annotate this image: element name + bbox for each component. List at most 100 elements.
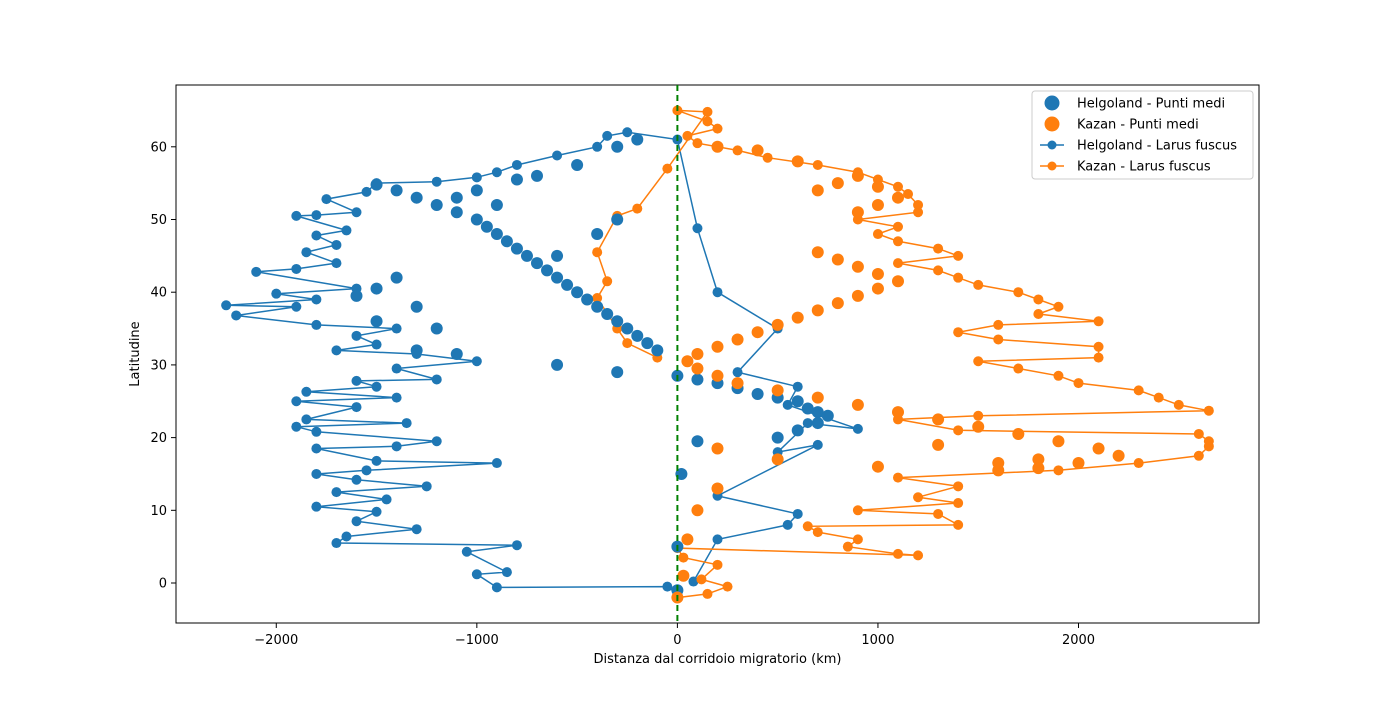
mean-point [500, 235, 513, 248]
track-point [712, 287, 723, 298]
mean-point [871, 268, 884, 281]
mean-point [892, 275, 904, 288]
track-point [712, 534, 723, 545]
mean-point [1012, 427, 1025, 440]
mean-point [531, 257, 543, 270]
mean-point [581, 293, 594, 306]
track-point [431, 176, 442, 187]
track-point [953, 519, 964, 530]
series-1 [592, 105, 1214, 603]
track-point [1193, 450, 1204, 461]
track-point [411, 524, 422, 535]
track-point [893, 548, 903, 559]
track-point [311, 468, 322, 479]
track-point [712, 123, 723, 134]
track-point [1203, 405, 1214, 416]
track-point [696, 574, 707, 585]
mean-point [691, 373, 704, 386]
track-point [622, 338, 633, 349]
series-line [596, 109, 1210, 599]
track-point [1133, 385, 1144, 396]
mean-point [410, 191, 423, 204]
track-point [782, 399, 793, 410]
track-point [351, 330, 362, 341]
mean-point [771, 453, 784, 466]
track-point [371, 339, 382, 350]
mean-point [811, 246, 824, 259]
mean-point [932, 413, 945, 426]
mean-point [450, 191, 463, 204]
track-point [341, 225, 352, 236]
mean-point [831, 177, 844, 190]
track-point [903, 189, 914, 200]
mean-point [691, 504, 704, 517]
track-point [381, 494, 392, 505]
mean-point [430, 322, 443, 335]
track-point [592, 293, 603, 304]
mean-point [871, 282, 884, 295]
x-tick-label: −1000 [455, 633, 499, 648]
y-axis-label: Latitudine [128, 321, 143, 386]
track-point [341, 531, 352, 542]
mean-point [390, 184, 403, 197]
mean-point [571, 286, 584, 299]
x-axis-label: Distanza dal corridoio migratorio (km) [594, 652, 842, 667]
track-point [852, 505, 863, 516]
track-point [953, 498, 964, 509]
track-point [792, 381, 803, 392]
legend-marker [1044, 95, 1060, 111]
mean-point [972, 420, 985, 433]
track-point [331, 345, 342, 356]
track-point [893, 236, 903, 247]
track-point [602, 276, 613, 287]
mean-point [621, 322, 634, 335]
track-point [973, 356, 984, 367]
track-point [311, 230, 322, 241]
mean-point [851, 260, 864, 273]
mean-point [691, 435, 704, 448]
track-point [421, 481, 432, 492]
track-point [1093, 316, 1104, 327]
track-point [953, 250, 964, 261]
mean-point [490, 198, 503, 211]
axes-layer: −2000 −1000 0 1000 2000 0 10 20 30 40 50 60 [150, 140, 1095, 648]
track-point [471, 569, 482, 580]
track-point [692, 223, 703, 234]
y-tick-label: 50 [150, 213, 167, 228]
track-point [311, 319, 322, 330]
track-point [1013, 363, 1024, 374]
mean-point [541, 264, 554, 277]
track-point [1033, 294, 1044, 305]
track-point [301, 414, 312, 425]
track-point [391, 392, 402, 403]
y-tick-label: 10 [150, 504, 167, 519]
track-point [762, 152, 773, 163]
track-point [632, 203, 643, 214]
mean-point [791, 155, 804, 168]
track-point [678, 552, 689, 563]
track-point [271, 288, 282, 299]
track-point [852, 534, 863, 545]
mean-point [751, 326, 764, 339]
track-point [732, 367, 743, 378]
track-point [1153, 392, 1164, 403]
mean-point [611, 140, 624, 153]
track-point [371, 381, 382, 392]
track-point [371, 455, 382, 466]
mean-point [1092, 442, 1105, 455]
track-point [812, 439, 823, 450]
mean-point [851, 289, 864, 302]
track-point [722, 581, 733, 592]
mean-point [561, 278, 574, 291]
track-point [792, 508, 803, 519]
mean-point [551, 358, 564, 371]
track-point [1093, 352, 1104, 363]
mean-point [450, 348, 463, 360]
legend-marker [1047, 161, 1057, 171]
track-point [291, 396, 302, 407]
mean-point [801, 402, 814, 415]
mean-point [711, 140, 724, 153]
mean-point [591, 300, 604, 313]
track-point [913, 199, 924, 210]
